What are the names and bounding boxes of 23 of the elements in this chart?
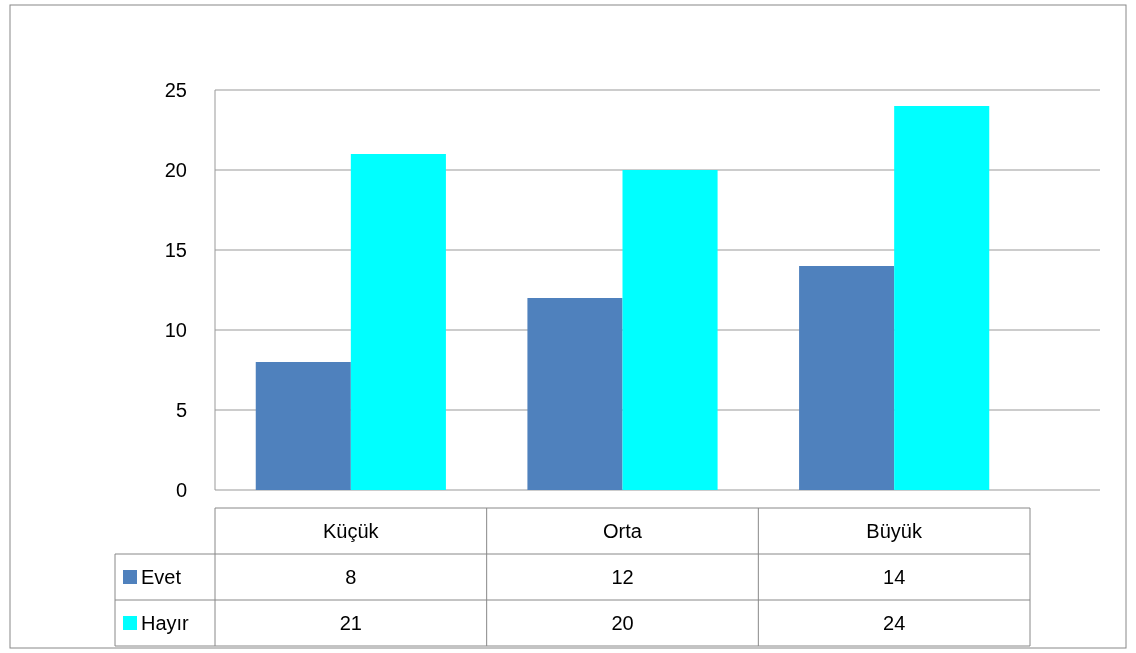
data-label: 24 (883, 612, 906, 634)
bar (527, 298, 623, 490)
bar (350, 154, 446, 490)
x-tick-label: Küçük (323, 520, 380, 542)
legend-label: Hayır (141, 612, 190, 634)
y-tick-label: 20 (164, 159, 187, 181)
data-label: 20 (611, 612, 634, 634)
bar (799, 266, 895, 490)
data-label: 14 (883, 566, 906, 588)
y-tick-label: 25 (164, 79, 187, 101)
bar (255, 362, 351, 490)
y-tick-label: 15 (164, 239, 187, 261)
data-label: 21 (339, 612, 362, 634)
x-tick-label: Büyük (866, 520, 923, 542)
bar (894, 106, 990, 490)
data-label: 8 (345, 566, 357, 588)
x-tick-label: Orta (603, 520, 643, 542)
legend-label: Evet (141, 566, 182, 588)
y-tick-label: 5 (175, 399, 187, 421)
y-tick-label: 0 (175, 479, 187, 501)
y-tick-label: 10 (164, 319, 187, 341)
bar (622, 170, 718, 490)
data-label: 12 (611, 566, 634, 588)
